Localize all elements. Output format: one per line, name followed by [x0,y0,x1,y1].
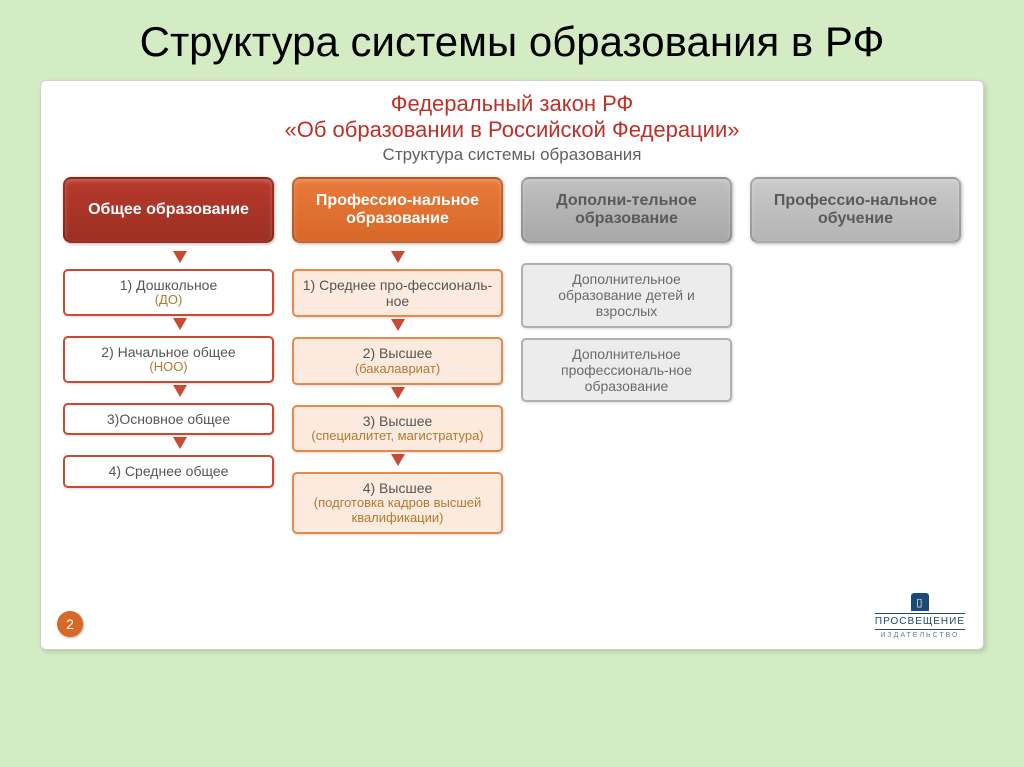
level-box: 1) Среднее про-фессиональ-ное [292,269,503,317]
level-acronym: (ДО) [71,293,266,308]
level-box: Дополнительное профессиональ-ное образов… [521,338,732,402]
level-box: 2) Начальное общее(НОО) [63,336,274,383]
column-0: Общее образование 1) Дошкольное(ДО) 2) Нач… [63,177,274,487]
publisher-name: ПРОСВЕЩЕНИЕ [875,616,965,627]
level-text: Дополнительное профессиональ-ное образов… [529,346,724,394]
law-subtitle: «Об образовании в Российской Федерации» [57,117,967,143]
arrow-down-icon [292,385,503,405]
level-acronym: (подготовка кадров высшей квалификации) [300,496,495,526]
publisher-logo: ▯ ПРОСВЕЩЕНИЕ ИЗДАТЕЛЬСТВО [875,593,965,639]
level-box: 4) Среднее общее [63,455,274,487]
level-text: 1) Дошкольное [71,277,266,293]
level-text: 4) Высшее [300,480,495,496]
column-2: Дополни-тельное образование Дополнительно… [521,177,732,402]
level-box: 3)Основное общее [63,403,274,435]
column-items: 1) Среднее про-фессиональ-ное 2) Высшее(б… [292,249,503,533]
level-box: 1) Дошкольное(ДО) [63,269,274,316]
level-text: 3)Основное общее [71,411,266,427]
level-box: Дополнительное образование детей и взрос… [521,263,732,327]
column-header: Общее образование [63,177,274,243]
column-1: Профессио-нальное образование1) Среднее … [292,177,503,533]
column-items: 1) Дошкольное(ДО) 2) Начальное общее(НОО)… [63,249,274,487]
level-text: Дополнительное образование детей и взрос… [529,271,724,319]
column-3: Профессио-нальное обучение [750,177,961,249]
arrow-down-icon [292,317,503,337]
column-header: Профессио-нальное обучение [750,177,961,243]
arrow-down-icon [63,316,274,336]
level-acronym: (НОО) [71,360,266,375]
column-header: Профессио-нальное образование [292,177,503,243]
arrow-down-icon [63,435,274,455]
arrow-down-icon [292,452,503,472]
arrow-down-icon [63,249,274,269]
publisher-sub: ИЗДАТЕЛЬСТВО [875,632,965,639]
slide-title: Структура системы образования в РФ [0,0,1024,74]
level-text: 3) Высшее [300,413,495,429]
column-items: Дополнительное образование детей и взрос… [521,249,732,402]
level-text: 4) Среднее общее [71,463,266,479]
level-box: 4) Высшее(подготовка кадров высшей квали… [292,472,503,534]
level-box: 3) Высшее(специалитет, магистратура) [292,405,503,452]
law-title: Федеральный закон РФ [57,91,967,117]
level-text: 2) Начальное общее [71,344,266,360]
structure-subtitle: Структура системы образования [57,145,967,165]
level-box: 2) Высшее(бакалавриат) [292,337,503,384]
level-text: 2) Высшее [300,345,495,361]
arrow-down-icon [63,383,274,403]
page-number-badge: 2 [57,611,83,637]
book-icon: ▯ [911,593,929,611]
columns-container: Общее образование 1) Дошкольное(ДО) 2) Нач… [57,177,967,533]
column-header: Дополни-тельное образование [521,177,732,243]
level-acronym: (специалитет, магистратура) [300,429,495,444]
arrow-down-icon [292,249,503,269]
level-text: 1) Среднее про-фессиональ-ное [300,277,495,309]
content-card: Федеральный закон РФ «Об образовании в Р… [40,80,984,650]
level-acronym: (бакалавриат) [300,362,495,377]
